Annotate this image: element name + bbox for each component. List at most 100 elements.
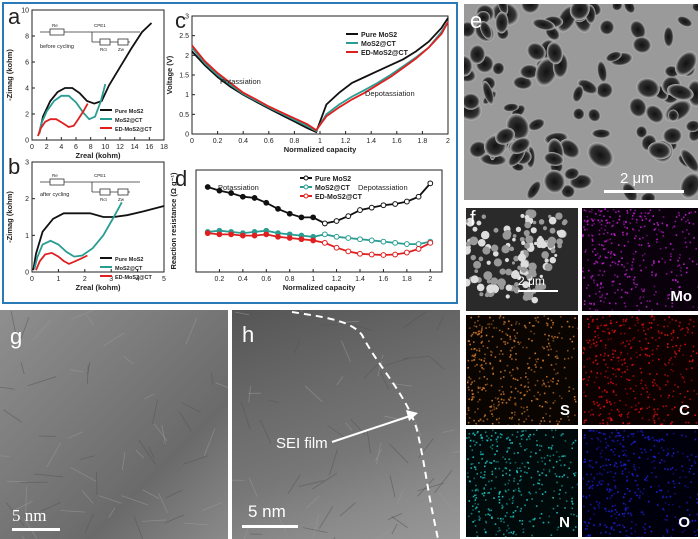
eds-dot [671, 345, 674, 348]
eds-dot [641, 431, 644, 433]
eds-dot [598, 414, 600, 417]
legend-label-a-1: MoS2@CT [115, 118, 143, 124]
eds-dot [475, 484, 477, 487]
eds-dot [679, 344, 682, 347]
y-tick-label-b: 1 [25, 233, 29, 240]
eds-dot [554, 336, 556, 338]
eds-dot [606, 471, 609, 474]
eds-dot [487, 437, 490, 440]
map-label-o: O [678, 514, 690, 531]
eds-dot [467, 476, 469, 478]
eds-dot [625, 320, 627, 323]
eds-dot [586, 383, 588, 386]
eds-dot [531, 325, 534, 327]
eds-dot [477, 391, 479, 394]
eds-dot [673, 482, 676, 485]
eds-dot [494, 356, 497, 358]
eds-dot [653, 262, 655, 264]
eds-dot [656, 348, 658, 350]
eds-dot [594, 330, 596, 333]
eds-dot [643, 488, 645, 490]
eds-dot [485, 327, 487, 329]
eds-dot [494, 432, 497, 434]
eds-dot [582, 235, 584, 237]
eds-dot [612, 382, 614, 385]
x-axis-label-a: Zreal (kohm) [75, 151, 121, 160]
eds-dot [647, 242, 650, 245]
eds-dot [509, 396, 512, 399]
eds-dot [688, 323, 690, 325]
eds-dot [523, 407, 525, 409]
eds-dot [606, 423, 609, 425]
lattice-fringe [20, 481, 48, 483]
eds-dot [593, 524, 595, 527]
eds-dot [652, 215, 655, 217]
eds-dot [478, 462, 480, 464]
eds-dot [614, 350, 617, 352]
eds-dot [583, 378, 585, 380]
eds-dot [673, 225, 676, 228]
eds-dot [517, 341, 519, 344]
eds-dot [600, 283, 602, 286]
eds-dot [559, 489, 561, 491]
eds-dot [675, 216, 678, 218]
lattice-fringe [152, 399, 159, 425]
x-tick-label-d: 2 [428, 276, 432, 283]
eds-dot [599, 452, 602, 455]
eds-dot [653, 285, 656, 288]
eds-dot [561, 337, 563, 339]
eds-dot [625, 269, 628, 271]
eds-dot [504, 343, 507, 345]
eds-dot [539, 422, 541, 425]
eds-dot [573, 396, 576, 398]
eds-dot [661, 222, 664, 225]
eds-dot [482, 387, 484, 389]
eds-dot [598, 257, 600, 259]
eds-dot [596, 401, 598, 404]
tem-image-h: h SEI film 5 nm [232, 310, 460, 539]
eds-dot [502, 341, 505, 343]
eds-dot [616, 466, 619, 468]
sem-pore [687, 79, 698, 108]
eds-dot [595, 500, 598, 503]
y-tick-label-a: 10 [21, 8, 29, 15]
lattice-fringe [183, 522, 208, 526]
eds-dot [563, 366, 566, 369]
eds-dot [546, 454, 549, 457]
eds-dot [667, 361, 670, 364]
eds-dot [547, 323, 549, 325]
eds-dot [615, 394, 617, 396]
eds-dot [694, 519, 697, 522]
eds-dot [474, 444, 476, 446]
eds-dot [491, 435, 493, 437]
eds-dot [497, 530, 499, 533]
eds-dot [474, 494, 476, 497]
eds-dot [600, 339, 603, 342]
eds-dot [621, 470, 624, 472]
eds-dot [619, 443, 622, 445]
eds-dot [610, 510, 613, 513]
eds-dot [634, 237, 636, 240]
eds-dot [576, 483, 578, 486]
eds-dot [593, 218, 596, 221]
eds-dot [549, 420, 551, 423]
eds-dot [532, 525, 535, 528]
data-point-d-0 [427, 180, 434, 187]
eds-dot [639, 457, 642, 459]
eds-dot [642, 322, 645, 325]
eds-dot [511, 497, 514, 499]
eds-dot [478, 350, 481, 352]
eds-dot [471, 489, 474, 492]
eds-dot [666, 334, 669, 336]
sem-flake [490, 277, 499, 286]
x-tick-label-d: 0.6 [261, 276, 271, 283]
eds-dot [628, 471, 631, 474]
eds-dot [477, 333, 479, 336]
eds-dot [481, 439, 484, 442]
y-axis-label-b: -Zimag (kohm) [5, 191, 14, 243]
lattice-fringe [46, 442, 62, 468]
eds-dot [582, 234, 584, 236]
eds-dot [628, 379, 630, 382]
